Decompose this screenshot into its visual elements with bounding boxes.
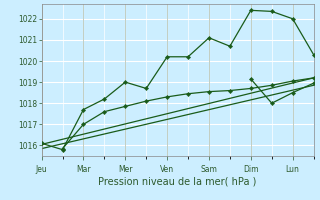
- X-axis label: Pression niveau de la mer( hPa ): Pression niveau de la mer( hPa ): [99, 177, 257, 187]
